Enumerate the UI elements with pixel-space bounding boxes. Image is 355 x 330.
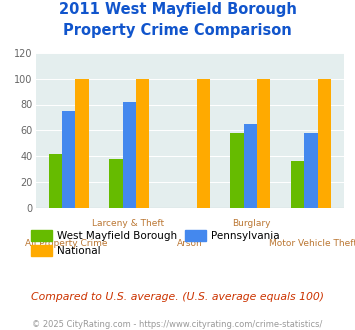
Bar [304, 133, 318, 208]
Bar [123, 102, 136, 208]
Text: © 2025 CityRating.com - https://www.cityrating.com/crime-statistics/: © 2025 CityRating.com - https://www.city… [32, 320, 323, 329]
Bar [49, 154, 62, 208]
Bar [76, 79, 89, 208]
Bar [109, 159, 123, 208]
Bar [62, 111, 76, 208]
Text: All Property Crime: All Property Crime [25, 239, 108, 248]
Text: Larceny & Theft: Larceny & Theft [92, 219, 164, 228]
Text: Property Crime Comparison: Property Crime Comparison [63, 23, 292, 38]
Bar [197, 79, 210, 208]
Text: Compared to U.S. average. (U.S. average equals 100): Compared to U.S. average. (U.S. average … [31, 292, 324, 302]
Bar [257, 79, 271, 208]
Bar [244, 124, 257, 208]
Bar [136, 79, 149, 208]
Legend: West Mayfield Borough, National, Pennsylvania: West Mayfield Borough, National, Pennsyl… [27, 226, 284, 260]
Text: Burglary: Burglary [233, 219, 271, 228]
Text: 2011 West Mayfield Borough: 2011 West Mayfield Borough [59, 2, 296, 16]
Bar [230, 133, 244, 208]
Text: Motor Vehicle Theft: Motor Vehicle Theft [269, 239, 355, 248]
Bar [291, 161, 304, 208]
Text: Arson: Arson [177, 239, 203, 248]
Bar [318, 79, 331, 208]
